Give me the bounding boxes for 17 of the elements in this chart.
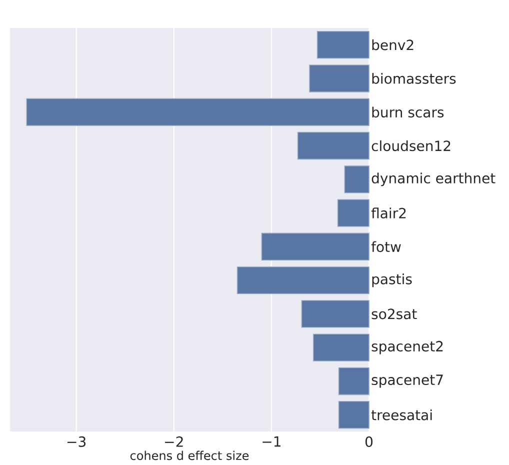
y-tick-label: fotw [371,241,401,252]
x-tick-label: −1 [262,436,280,447]
x-tick-label: −2 [165,436,183,447]
y-tick-label: spacenet7 [372,374,443,388]
x-axis-title: cohens d effect size [130,450,249,460]
x-tick-label: 0 [365,436,373,447]
y-tick-label: cloudsen12 [372,140,450,152]
y-tick-label: burn scars [372,106,444,118]
x-tick-label: −3 [68,436,86,447]
y-tick-label: pastis [372,274,412,288]
y-tick-label: spacenet2 [372,340,443,354]
y-tick-label: dynamic earthnet [372,172,496,186]
y-tick-label: flair2 [371,208,406,218]
y-tick-label: treesatai [371,409,432,420]
y-tick-label: so2sat [372,308,417,320]
y-tick-label: biomassters [372,73,456,84]
y-tick-label: benv2 [372,39,414,50]
